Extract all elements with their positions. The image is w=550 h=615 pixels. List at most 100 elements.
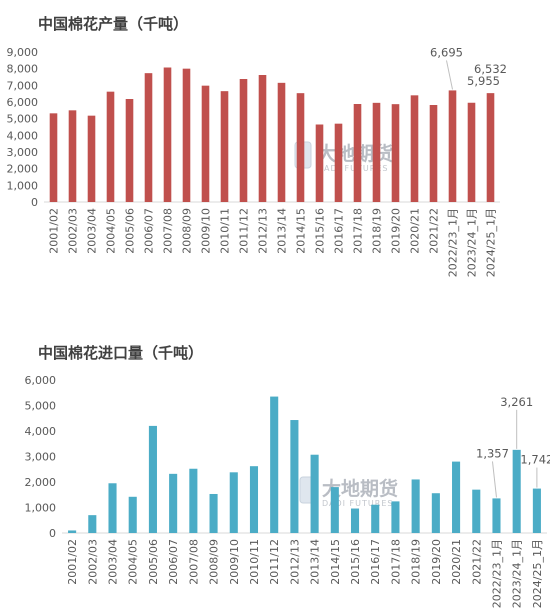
bar [277,82,286,202]
watermark-subtitle: DADI FUTURES [317,164,388,173]
x-tick-label: 2005/06 [147,539,160,585]
bar [391,104,400,202]
bar [189,468,198,533]
bar [128,496,137,533]
watermark-subtitle: DADI FUTURES [322,499,393,508]
bar [169,473,178,533]
bar [182,68,191,203]
bar [512,449,521,533]
bar [229,472,238,533]
x-tick-label: 2007/08 [162,208,175,254]
data-label: 5,955 [467,74,500,88]
bar [350,508,360,533]
data-label-leader [491,461,497,498]
x-tick-label: 2013/14 [276,208,289,254]
x-tick-label: 2018/19 [410,539,423,585]
bar [270,396,279,533]
bar [429,105,438,202]
bar [315,124,324,202]
y-tick-label: 1,000 [25,502,57,515]
bar [108,483,117,533]
bar [258,75,267,202]
x-tick-label: 2015/16 [349,539,362,585]
bar [239,79,248,202]
x-tick-label: 2016/17 [333,208,346,254]
x-tick-label: 2021/22 [428,208,441,254]
x-tick-label: 2002/03 [86,539,99,585]
x-tick-label: 2012/13 [257,208,270,254]
bar [486,93,495,202]
bar [448,90,457,202]
y-tick-label: 9,000 [7,46,39,59]
bar [68,530,77,533]
x-tick-label: 2004/05 [105,208,118,254]
bar [411,479,420,533]
bar [144,73,153,203]
watermark-name: 大地期货 [322,477,398,500]
x-tick-label: 2022/23_1月 [447,208,460,277]
x-tick-label: 2020/21 [450,539,463,585]
x-tick-label: 2024/25_1月 [485,208,498,277]
chart2-title: 中国棉花进口量（千吨） [38,344,204,362]
x-tick-label: 2002/03 [67,208,80,254]
x-tick-label: 2021/22 [470,539,483,585]
bar [310,454,319,533]
data-label: 3,261 [500,395,533,409]
data-label-leader [446,60,453,90]
x-tick-label: 2006/07 [167,539,180,585]
x-tick-label: 2010/11 [219,208,232,254]
x-tick-label: 2022/23_1月 [490,539,503,608]
x-tick-label: 2016/17 [369,539,382,585]
y-tick-label: 5,000 [25,400,57,413]
x-tick-label: 2019/20 [430,539,443,585]
chart1-title: 中国棉花产量（千吨） [38,15,189,33]
bar [68,110,77,202]
x-tick-label: 2003/04 [107,539,120,585]
bar [49,113,58,202]
bar [290,420,299,533]
y-tick-label: 6,000 [25,374,57,387]
y-tick-label: 3,000 [25,451,57,464]
bar [148,425,157,533]
bar [220,91,229,202]
x-tick-label: 2008/09 [181,208,194,254]
x-tick-label: 2005/06 [124,208,137,254]
bar [532,488,541,533]
bar [431,493,440,533]
y-tick-label: 2,000 [25,476,57,489]
bar [353,104,362,202]
y-tick-label: 0 [49,527,56,540]
bar [371,504,380,533]
bar [201,85,210,202]
x-tick-label: 2020/21 [409,208,422,254]
y-tick-label: 7,000 [7,79,39,92]
x-tick-label: 2006/07 [143,208,156,254]
bar [391,501,400,533]
x-tick-label: 2019/20 [390,208,403,254]
x-tick-label: 2012/13 [288,539,301,585]
bar [334,123,343,202]
x-tick-label: 2001/02 [48,208,61,254]
x-tick-label: 2010/11 [248,539,261,585]
data-label: 6,695 [430,45,463,59]
x-tick-label: 2003/04 [86,208,99,254]
y-tick-label: 5,000 [7,113,39,126]
bar [209,493,218,533]
y-tick-label: 8,000 [7,63,39,76]
y-tick-label: 0 [31,196,38,209]
x-tick-label: 2017/18 [352,208,365,254]
x-tick-label: 2017/18 [389,539,402,585]
x-tick-label: 2023/24_1月 [466,208,479,277]
bar [296,93,305,202]
x-tick-label: 2008/09 [208,539,221,585]
bar [452,461,461,533]
bar [87,115,96,202]
bar [492,498,501,533]
y-tick-label: 4,000 [7,129,39,142]
x-tick-label: 2011/12 [238,208,251,254]
bar [106,91,115,202]
data-label: 1,742 [520,453,550,467]
bar [467,102,476,202]
